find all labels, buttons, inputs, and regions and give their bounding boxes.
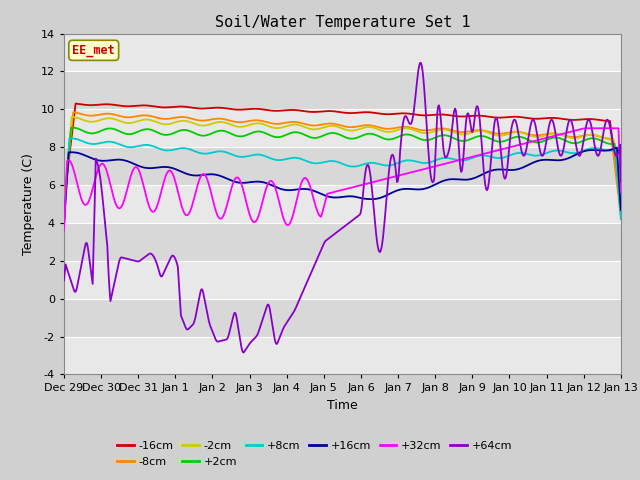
Bar (64, 336, 621, 374)
Bar (64, 109, 621, 147)
Bar (64, 185, 621, 223)
Bar (64, 261, 621, 299)
Bar (64, 34, 621, 72)
Y-axis label: Temperature (C): Temperature (C) (22, 153, 35, 255)
Bar (64, 299, 621, 336)
X-axis label: Time: Time (327, 399, 358, 412)
Text: EE_met: EE_met (72, 44, 115, 57)
Bar (64, 72, 621, 109)
Legend: -16cm, -8cm, -2cm, +2cm, +8cm, +16cm, +32cm, +64cm: -16cm, -8cm, -2cm, +2cm, +8cm, +16cm, +3… (113, 437, 516, 471)
Bar (64, 223, 621, 261)
Title: Soil/Water Temperature Set 1: Soil/Water Temperature Set 1 (214, 15, 470, 30)
Bar (64, 147, 621, 185)
